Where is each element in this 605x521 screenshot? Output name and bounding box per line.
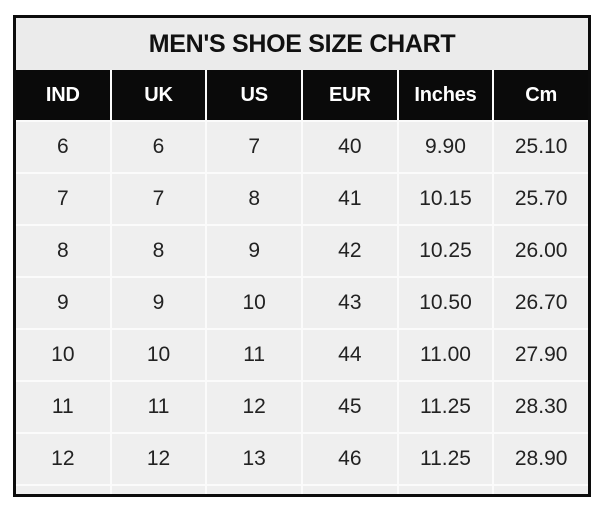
size-grid: IND UK US EUR Inches Cm 6 6 7 40 9.90 25… (16, 70, 588, 494)
column-header-eur: EUR (302, 70, 397, 120)
table-cell: 46 (302, 434, 397, 484)
column-header-uk: UK (111, 70, 206, 120)
table-cell: 10.15 (398, 174, 493, 224)
column-header-cm: Cm (494, 70, 588, 120)
table-cell: 6 (16, 122, 110, 172)
table-cell: 8 (16, 226, 110, 276)
table-cell: 9 (111, 278, 206, 328)
column-header-ind: IND (16, 70, 110, 120)
table-footer-spacer (207, 486, 301, 494)
column-header-us: US (207, 70, 301, 120)
table-cell: 11 (16, 382, 110, 432)
table-cell: 28.90 (494, 434, 588, 484)
table-cell: 26.70 (494, 278, 588, 328)
chart-title: MEN'S SHOE SIZE CHART (16, 18, 588, 70)
table-footer-spacer (111, 486, 206, 494)
column-header-inches: Inches (398, 70, 493, 120)
table-cell: 10 (207, 278, 301, 328)
table-cell: 10 (16, 330, 110, 380)
table-footer-spacer (398, 486, 493, 494)
table-cell: 12 (111, 434, 206, 484)
table-cell: 11.00 (398, 330, 493, 380)
table-cell: 9 (16, 278, 110, 328)
table-cell: 11 (111, 382, 206, 432)
table-footer-spacer (302, 486, 397, 494)
table-cell: 44 (302, 330, 397, 380)
table-cell: 8 (111, 226, 206, 276)
table-cell: 45 (302, 382, 397, 432)
table-cell: 25.70 (494, 174, 588, 224)
table-cell: 10.50 (398, 278, 493, 328)
table-cell: 10.25 (398, 226, 493, 276)
table-cell: 26.00 (494, 226, 588, 276)
table-footer-spacer (16, 486, 110, 494)
table-footer-spacer (494, 486, 588, 494)
table-cell: 27.90 (494, 330, 588, 380)
table-cell: 42 (302, 226, 397, 276)
table-cell: 11.25 (398, 434, 493, 484)
table-cell: 8 (207, 174, 301, 224)
table-cell: 7 (111, 174, 206, 224)
table-cell: 11 (207, 330, 301, 380)
table-cell: 25.10 (494, 122, 588, 172)
table-cell: 41 (302, 174, 397, 224)
table-cell: 11.25 (398, 382, 493, 432)
table-cell: 13 (207, 434, 301, 484)
table-cell: 28.30 (494, 382, 588, 432)
table-cell: 9 (207, 226, 301, 276)
shoe-size-chart-table: MEN'S SHOE SIZE CHART IND UK US EUR Inch… (13, 15, 591, 497)
table-cell: 9.90 (398, 122, 493, 172)
table-cell: 12 (16, 434, 110, 484)
table-cell: 10 (111, 330, 206, 380)
table-cell: 7 (207, 122, 301, 172)
table-cell: 43 (302, 278, 397, 328)
table-cell: 12 (207, 382, 301, 432)
table-cell: 40 (302, 122, 397, 172)
table-cell: 7 (16, 174, 110, 224)
table-cell: 6 (111, 122, 206, 172)
